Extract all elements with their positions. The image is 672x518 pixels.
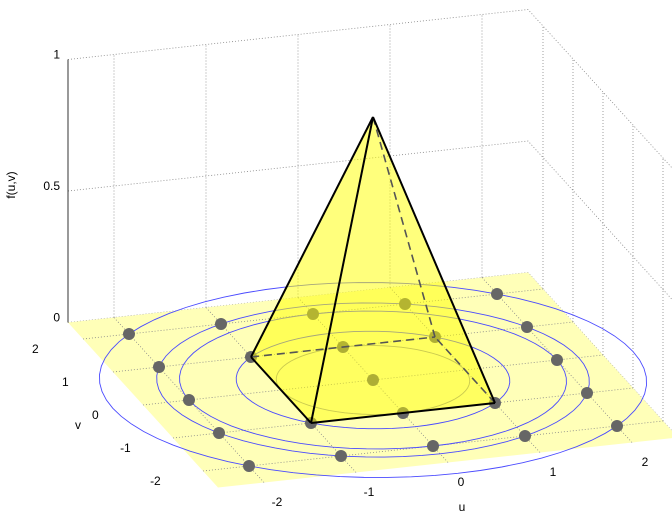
y-tick-label: 0 (92, 408, 99, 422)
pyramid-edge (250, 116, 374, 358)
pyramid-edge (250, 356, 312, 424)
node-point (213, 427, 225, 439)
node-point (581, 387, 593, 399)
node-point (243, 460, 255, 472)
z-tick-label: 1 (53, 48, 60, 62)
node-point (399, 298, 411, 310)
contour (99, 282, 647, 478)
pyramid-edge (310, 116, 374, 424)
node-point (307, 308, 319, 320)
z-tick-label: 0.5 (43, 179, 60, 193)
x-tick-label: 0 (458, 475, 465, 489)
node-point (611, 420, 623, 432)
node-point (367, 374, 379, 386)
node-point (153, 361, 165, 373)
x-axis-label: u (459, 500, 466, 514)
contour (235, 330, 511, 430)
pyramid-edge (372, 116, 496, 404)
grid-line (67, 140, 672, 300)
z-axis-label: f(u,v) (4, 171, 18, 198)
pyramid-face (251, 117, 373, 423)
x-tick-label: -2 (272, 495, 283, 509)
pyramid-face (251, 117, 435, 357)
node-point (183, 394, 195, 406)
x-tick-label: 2 (642, 455, 649, 469)
pyramid-face (311, 117, 495, 423)
grid-line (67, 9, 672, 169)
contour (156, 302, 590, 458)
node-point (335, 450, 347, 462)
node-point (551, 354, 563, 366)
y-tick-label: 1 (62, 375, 69, 389)
node-point (427, 440, 439, 452)
node-point (491, 288, 503, 300)
x-tick-label: 1 (550, 465, 557, 479)
pyramid-base (251, 337, 495, 423)
pyramid-edge (434, 336, 496, 404)
node-point (521, 321, 533, 333)
pyramid-edge (250, 336, 436, 358)
z-tick-label: 0 (53, 311, 60, 325)
y-tick-label: -2 (150, 474, 161, 488)
x-tick-label: -1 (364, 485, 375, 499)
node-point (519, 430, 531, 442)
pyramid-edge (310, 402, 496, 424)
y-tick-label: 2 (32, 342, 39, 356)
y-tick-label: -1 (120, 441, 131, 455)
node-point (215, 318, 227, 330)
node-point (123, 328, 135, 340)
y-axis-label: v (75, 418, 81, 432)
